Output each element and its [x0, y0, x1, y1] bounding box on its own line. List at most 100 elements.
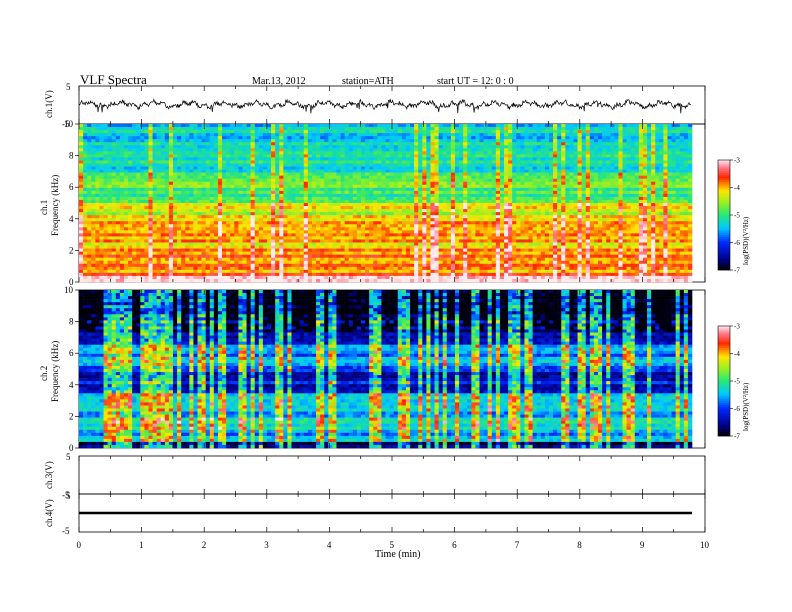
spectrogram-cell — [414, 203, 419, 207]
spectrogram-cell — [642, 160, 648, 164]
spectrogram-cell — [87, 139, 92, 143]
spectrogram-cell — [638, 136, 644, 140]
date-label: Mar.13, 2012 — [252, 76, 306, 87]
spectrogram-cell — [410, 166, 415, 170]
spectrogram-cell — [373, 209, 378, 213]
spectrogram-cell — [197, 163, 202, 167]
spectrogram-cell — [95, 215, 100, 219]
spectrogram-cell — [258, 130, 264, 134]
spectrogram-cell — [230, 212, 235, 216]
spectrogram-cell — [463, 203, 468, 207]
spectrogram-cell — [638, 130, 644, 134]
spectrogram-cell — [397, 163, 403, 167]
spectrogram-cell — [397, 184, 403, 189]
spectrogram-cell — [328, 160, 333, 164]
spectrogram-cell — [540, 151, 546, 155]
spectrogram-cell — [499, 209, 505, 213]
spectrogram-cell — [385, 196, 390, 201]
spectrogram-cell — [532, 218, 538, 222]
spectrogram-cell — [373, 130, 378, 134]
spectrogram-cell — [647, 136, 652, 140]
spectrogram-cell — [160, 151, 166, 155]
spectrogram-cell — [544, 139, 550, 143]
spectrogram-cell — [164, 224, 170, 228]
spectrogram-cell — [172, 190, 178, 195]
spectrogram-cell — [393, 163, 399, 167]
spectrogram-cell — [479, 206, 484, 210]
spectrogram-cell — [614, 190, 619, 195]
spectrogram-cell — [95, 139, 100, 143]
spectrogram-cell — [410, 209, 415, 213]
spectrogram-cell — [136, 196, 141, 201]
spectrogram-cell — [683, 212, 689, 216]
spectrogram-cell — [242, 157, 247, 161]
spectrogram-cell — [238, 124, 243, 128]
spectrogram-cell — [222, 172, 227, 176]
spectrogram-cell — [426, 193, 431, 198]
spectrogram-cell — [610, 193, 615, 198]
spectrogram-cell — [479, 166, 484, 170]
spectrogram-cell — [360, 178, 366, 183]
spectrogram-cell — [405, 187, 411, 192]
spectrogram-cell — [573, 169, 578, 173]
spectrogram-cell — [79, 178, 84, 183]
spectrogram-cell — [307, 166, 313, 170]
spectrogram-cell — [275, 151, 280, 155]
spectrogram-cell — [512, 136, 517, 140]
spectrogram-cell — [397, 151, 403, 155]
spectrogram-cell — [320, 160, 325, 164]
spectrogram-cell — [679, 160, 685, 164]
spectrogram-cell — [508, 190, 513, 195]
spectrogram-cell — [316, 145, 321, 149]
spectrogram-cell — [271, 178, 276, 183]
spectrogram-cell — [446, 130, 452, 134]
spectrogram-cell — [499, 175, 505, 179]
spectrogram-cell — [589, 199, 595, 204]
spectrogram-cell — [115, 181, 121, 186]
spectrogram-cell — [193, 148, 198, 152]
spectrogram-cell — [103, 172, 108, 176]
spectrogram-cell — [483, 190, 488, 195]
spectrogram-cell — [651, 196, 656, 201]
spectrogram-cell — [602, 212, 607, 216]
spectrogram-cell — [189, 196, 194, 201]
spectrogram-cell — [483, 169, 488, 173]
spectrogram-cell — [148, 224, 153, 228]
spectrogram-cell — [348, 160, 354, 164]
spectrogram-cell — [479, 151, 484, 155]
spectrogram-cell — [393, 160, 399, 164]
spectrogram-cell — [679, 181, 685, 186]
spectrogram-cell — [450, 127, 456, 131]
spectrogram-cell — [266, 136, 272, 140]
spectrogram-cell — [185, 145, 190, 149]
spectrogram-cell — [442, 187, 448, 192]
spectrogram-cell — [544, 218, 550, 222]
spectrogram-cell — [87, 203, 92, 207]
spectrogram-cell — [336, 221, 341, 225]
spectrogram-cell — [602, 206, 607, 210]
spectrogram-cell — [258, 206, 264, 210]
spectrogram-cell — [557, 181, 562, 186]
spectrogram-cell — [79, 199, 84, 204]
spectrogram-cell — [581, 196, 587, 201]
spectrogram-cell — [168, 157, 174, 161]
spectrogram-cell — [205, 218, 211, 222]
spectrogram-cell — [254, 209, 260, 213]
spectrogram-cell — [434, 193, 439, 198]
spectrogram-cell — [320, 157, 325, 161]
spectrogram-cell — [438, 203, 444, 207]
spectrogram-cell — [655, 203, 660, 207]
spectrogram-cell — [647, 206, 652, 210]
spectrogram-cell — [209, 209, 215, 213]
spectrogram-cell — [197, 212, 202, 216]
spectrogram-cell — [230, 127, 235, 131]
spectrogram-cell — [434, 136, 439, 140]
spectrogram-cell — [442, 133, 448, 137]
spectrogram-cell — [369, 215, 374, 219]
spectrogram-cell — [373, 124, 378, 128]
spectrogram-cell — [614, 212, 619, 216]
spectrogram-cell — [401, 154, 407, 158]
spectrogram-cell — [99, 178, 104, 183]
spectrogram-cell — [687, 175, 693, 179]
spectrogram-cell — [467, 148, 472, 152]
